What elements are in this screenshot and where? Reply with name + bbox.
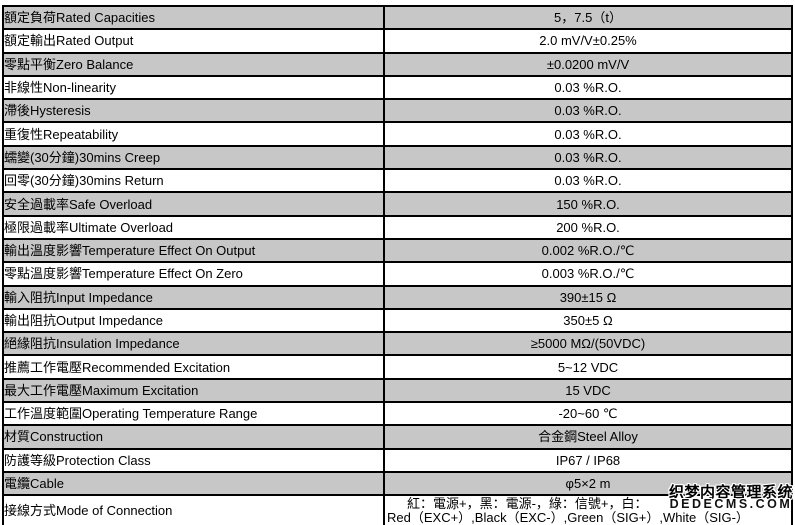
spec-label-cell: 額定負荷Rated Capacities (2, 4, 385, 31)
table-row: 絕緣阻抗Insulation Impedance ≥5000 MΩ/(50VDC… (2, 331, 793, 357)
spec-value-cell: 2.0 mV/V±0.25% (383, 28, 793, 54)
spec-label-cell: 零點溫度影響Temperature Effect On Zero (2, 261, 385, 287)
table-row: 非線性Non-linearity 0.03 %R.O. (2, 74, 793, 101)
spec-value-cell: ±0.0200 mV/V (383, 51, 793, 77)
table-row: 輸出阻抗Output Impedance 350±5 Ω (2, 307, 793, 334)
connection-value-line2: Red（EXC+）,Black（EXC-）,Green（SIG+）,White（… (387, 510, 749, 525)
spec-value-cell: 紅：電源+，黑：電源-，綠：信號+，白： Red（EXC+）,Black（EXC-… (383, 494, 793, 525)
spec-value-cell: IP67 / IP68 (383, 447, 793, 473)
spec-label-cell: 極限過載率Ultimate Overload (2, 214, 385, 240)
table-row: 額定輸出Rated Output 2.0 mV/V±0.25% (2, 28, 793, 54)
table-row: 回零(30分鐘)30mins Return 0.03 %R.O. (2, 168, 793, 194)
connection-value-line1: 紅：電源+，黑：電源-，綠：信號+，白： (407, 496, 648, 512)
table-row: 材質Construction 合金鋼Steel Alloy (2, 424, 793, 450)
spec-value-cell: 0.03 %R.O. (383, 98, 793, 124)
table-row: 防護等級Protection Class IP67 / IP68 (2, 447, 793, 473)
table-row: 輸入阻抗Input Impedance 390±15 Ω (2, 284, 793, 310)
spec-value-cell: 350±5 Ω (383, 307, 793, 334)
spec-value-cell: φ5×2 m (383, 470, 793, 497)
spec-value-cell: 合金鋼Steel Alloy (383, 424, 793, 450)
table-row: 輸出溫度影響Temperature Effect On Output 0.002… (2, 237, 793, 264)
spec-value-cell: 0.03 %R.O. (383, 144, 793, 171)
spec-value-cell: 15 VDC (383, 377, 793, 404)
table-row: 推薦工作電壓Recommended Excitation 5~12 VDC (2, 354, 793, 380)
table-row: 電纜Cable φ5×2 m (2, 470, 793, 497)
spec-label-cell: 滯後Hysteresis (2, 98, 385, 124)
spec-value-cell: 0.03 %R.O. (383, 121, 793, 147)
spec-value-cell: 0.03 %R.O. (383, 168, 793, 194)
spec-label-cell: 輸出阻抗Output Impedance (2, 307, 385, 334)
spec-label-cell: 推薦工作電壓Recommended Excitation (2, 354, 385, 380)
spec-value-cell: ≥5000 MΩ/(50VDC) (383, 331, 793, 357)
spec-label-cell: 防護等級Protection Class (2, 447, 385, 473)
spec-table: 額定負荷Rated Capacities 5，7.5（t） 額定輸出Rated … (2, 4, 793, 525)
table-row: 安全過載率Safe Overload 150 %R.O. (2, 191, 793, 217)
spec-label-cell: 非線性Non-linearity (2, 74, 385, 101)
table-row: 滯後Hysteresis 0.03 %R.O. (2, 98, 793, 124)
spec-value-cell: 5，7.5（t） (383, 4, 793, 31)
table-row: 接線方式Mode of Connection 紅：電源+，黑：電源-，綠：信號+… (2, 494, 793, 525)
spec-value-cell: 0.003 %R.O./℃ (383, 261, 793, 287)
table-row: 零點溫度影響Temperature Effect On Zero 0.003 %… (2, 261, 793, 287)
spec-label-cell: 工作溫度範圍Operating Temperature Range (2, 401, 385, 427)
spec-label-cell: 電纜Cable (2, 470, 385, 497)
spec-value-cell: 150 %R.O. (383, 191, 793, 217)
spec-label-cell: 安全過載率Safe Overload (2, 191, 385, 217)
table-row: 重復性Repeatability 0.03 %R.O. (2, 121, 793, 147)
spec-table-body: 額定負荷Rated Capacities 5，7.5（t） 額定輸出Rated … (2, 4, 793, 525)
spec-value-cell: 0.002 %R.O./℃ (383, 237, 793, 264)
spec-label-cell: 輸出溫度影響Temperature Effect On Output (2, 237, 385, 264)
spec-value-cell: -20~60 ℃ (383, 401, 793, 427)
spec-value-cell: 0.03 %R.O. (383, 74, 793, 101)
spec-label-cell: 材質Construction (2, 424, 385, 450)
spec-value-cell: 390±15 Ω (383, 284, 793, 310)
spec-label-cell: 零點平衡Zero Balance (2, 51, 385, 77)
spec-label-cell: 接線方式Mode of Connection (2, 494, 385, 525)
spec-label-cell: 重復性Repeatability (2, 121, 385, 147)
table-row: 最大工作電壓Maximum Excitation 15 VDC (2, 377, 793, 404)
table-row: 極限過載率Ultimate Overload 200 %R.O. (2, 214, 793, 240)
table-row: 零點平衡Zero Balance ±0.0200 mV/V (2, 51, 793, 77)
table-row: 額定負荷Rated Capacities 5，7.5（t） (2, 4, 793, 31)
spec-label-cell: 最大工作電壓Maximum Excitation (2, 377, 385, 404)
spec-label-cell: 輸入阻抗Input Impedance (2, 284, 385, 310)
spec-label-cell: 回零(30分鐘)30mins Return (2, 168, 385, 194)
table-row: 蠕變(30分鐘)30mins Creep 0.03 %R.O. (2, 144, 793, 171)
spec-label-cell: 額定輸出Rated Output (2, 28, 385, 54)
spec-value-cell: 5~12 VDC (383, 354, 793, 380)
spec-value-cell: 200 %R.O. (383, 214, 793, 240)
table-row: 工作溫度範圍Operating Temperature Range -20~60… (2, 401, 793, 427)
spec-label-cell: 絕緣阻抗Insulation Impedance (2, 331, 385, 357)
spec-label-cell: 蠕變(30分鐘)30mins Creep (2, 144, 385, 171)
